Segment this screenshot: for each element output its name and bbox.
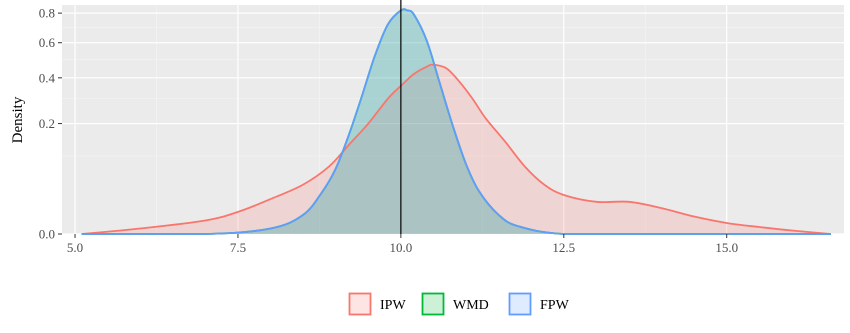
area-wmd bbox=[81, 9, 831, 234]
y-axis-title: Density bbox=[10, 96, 26, 143]
legend-key-fpw bbox=[508, 292, 532, 316]
legend: IPW WMD FPW bbox=[348, 292, 570, 316]
legend-key-ipw bbox=[348, 292, 372, 316]
x-axis: 5.0 7.5 10.0 12.5 15.0 bbox=[67, 234, 738, 255]
legend-label-wmd: WMD bbox=[453, 298, 489, 313]
area-fpw bbox=[81, 9, 831, 234]
line-ipw bbox=[81, 63, 832, 235]
y-tick-label: 0.4 bbox=[39, 70, 56, 85]
legend-key-bg-wmd bbox=[421, 292, 445, 316]
x-tick-label: 5.0 bbox=[67, 240, 83, 255]
x-tick-label: 7.5 bbox=[230, 240, 246, 255]
y-tick-label: 0.0 bbox=[39, 227, 55, 242]
line-fpw bbox=[81, 8, 831, 235]
y-axis: 0.0 0.2 0.4 0.6 0.8 bbox=[39, 6, 62, 242]
y-tick-label: 0.8 bbox=[39, 6, 55, 21]
legend-label-ipw: IPW bbox=[380, 298, 406, 313]
legend-label-fpw: FPW bbox=[540, 298, 570, 313]
area-ipw bbox=[81, 64, 831, 234]
x-tick-label: 15.0 bbox=[715, 240, 738, 255]
legend-key-bg-ipw bbox=[348, 292, 372, 316]
y-tick-label: 0.2 bbox=[39, 116, 55, 131]
y-tick-label: 0.6 bbox=[39, 35, 56, 50]
density-lines bbox=[81, 8, 832, 235]
x-tick-label: 10.0 bbox=[389, 240, 412, 255]
legend-key-bg-fpw bbox=[508, 292, 532, 316]
legend-key-wmd bbox=[421, 292, 445, 316]
x-tick-label: 12.5 bbox=[552, 240, 575, 255]
density-areas bbox=[81, 9, 831, 234]
